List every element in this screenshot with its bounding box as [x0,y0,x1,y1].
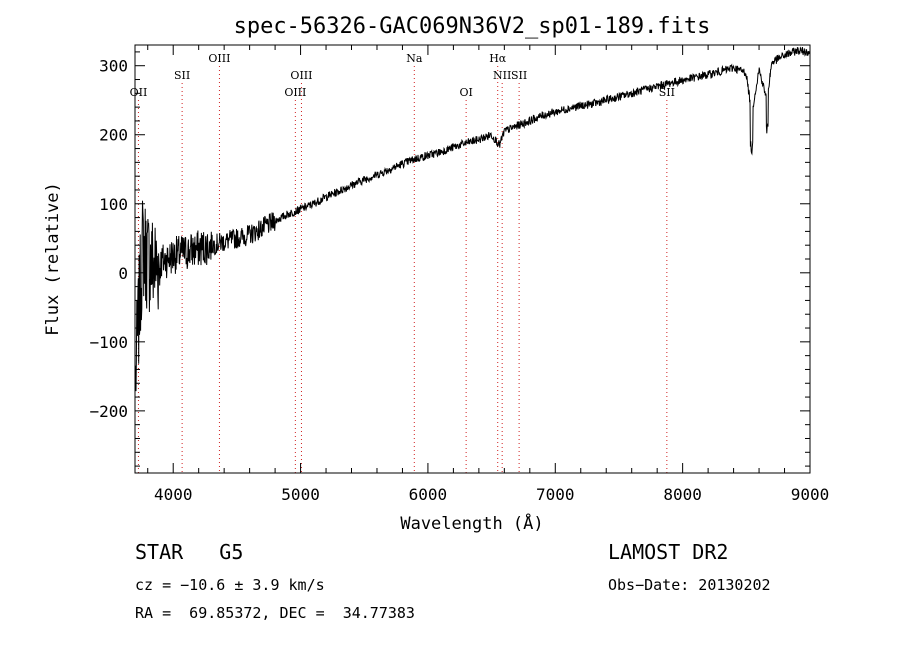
survey-name: LAMOST DR2 [608,540,729,564]
line-label: OIII [208,52,230,65]
line-label: Hα [489,52,507,65]
object-class: STAR G5 [135,540,244,564]
x-tick-label: 6000 [409,485,448,504]
y-tick-label: 200 [99,126,128,145]
axis-ticks: 4000 5000 6000 7000 8000 9000 −200 −100 0 100 200 3… [89,45,829,504]
y-tick-label: 100 [99,195,128,214]
y-tick-label: 300 [99,57,128,76]
x-tick-label: 7000 [536,485,575,504]
plot-frame [134,44,811,474]
line-label: Na [406,52,423,65]
redshift-velocity: cz = −10.6 ± 3.9 km/s [135,576,325,594]
y-tick-label: −100 [89,333,128,352]
x-axis-label: Wavelength (Å) [400,512,543,534]
x-tick-label: 8000 [663,485,702,504]
line-label: OII [130,86,148,99]
x-tick-label: 4000 [154,485,193,504]
line-label: OI [459,86,472,99]
x-tick-label: 9000 [791,485,830,504]
line-label: OIII [290,69,312,82]
y-axis-label: Flux (relative) [43,182,63,336]
y-tick-label: −200 [89,402,128,421]
line-label: OIII [284,86,306,99]
y-tick-label: 0 [118,264,128,283]
line-label: SII [659,86,675,99]
observation-date: Obs−Date: 20130202 [608,576,771,594]
line-label: NII [493,69,511,82]
line-label: SII [174,69,190,82]
spectrum-line [135,46,811,392]
line-label: SII [511,69,527,82]
chart-title: spec-56326-GAC069N36V2_sp01-189.fits [234,14,711,39]
x-tick-label: 5000 [281,485,320,504]
ra-dec: RA = 69.85372, DEC = 34.77383 [135,604,415,622]
